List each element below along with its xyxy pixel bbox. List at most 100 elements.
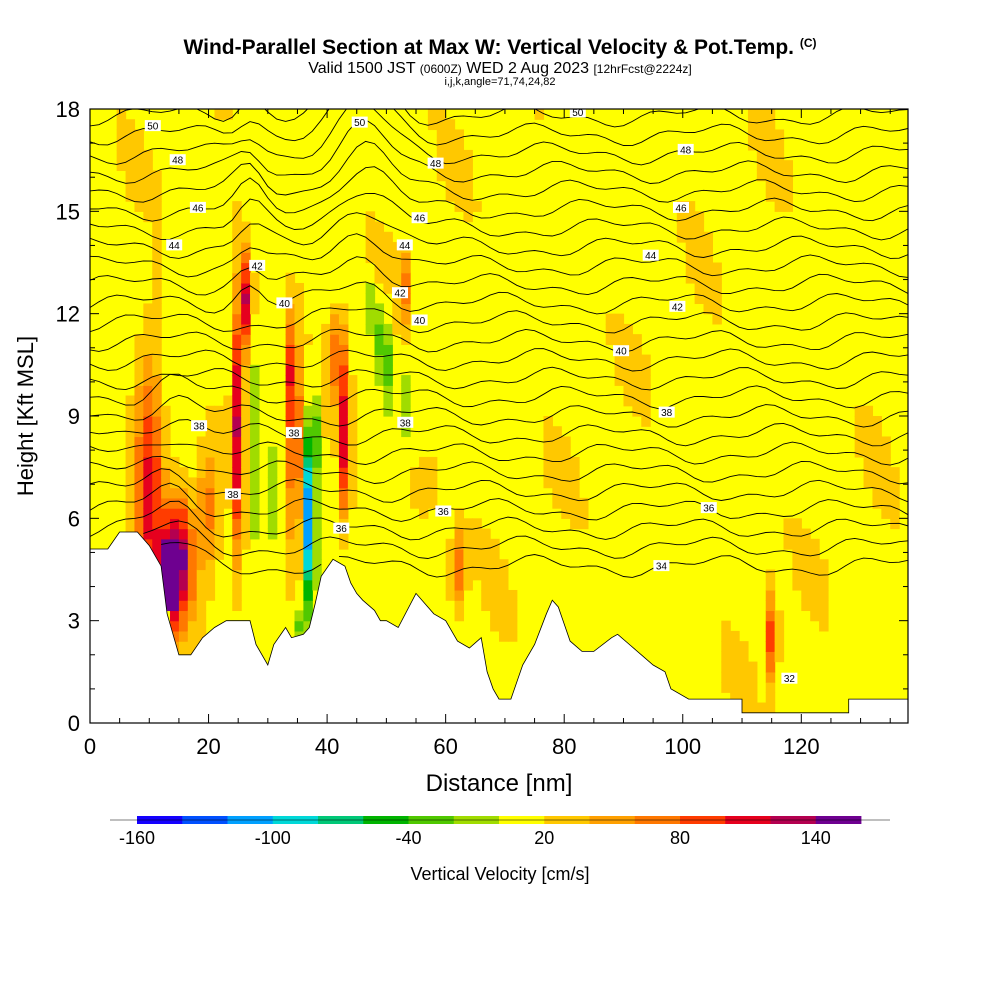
velocity-cell (250, 375, 260, 386)
velocity-cell (170, 559, 180, 571)
velocity-cell (178, 610, 189, 622)
velocity-cell (463, 211, 473, 223)
velocity-cell (223, 436, 233, 448)
velocity-cell (561, 467, 571, 478)
velocity-cell (294, 559, 304, 571)
velocity-cell (205, 579, 216, 591)
velocity-cell (454, 569, 465, 581)
x-tick-label: 80 (552, 734, 576, 759)
velocity-cell (241, 354, 251, 366)
velocity-cell (383, 231, 393, 243)
velocity-cell (303, 559, 313, 571)
velocity-cell (294, 334, 304, 345)
velocity-cell (810, 589, 820, 601)
velocity-cell (232, 426, 242, 438)
velocity-cell (187, 641, 198, 652)
velocity-cell (436, 129, 447, 141)
velocity-cell (285, 313, 296, 325)
velocity-cell (641, 375, 651, 386)
velocity-cell (143, 477, 153, 489)
velocity-cell (232, 416, 242, 427)
velocity-cell (178, 477, 189, 489)
velocity-cell (881, 508, 891, 519)
velocity-cell (463, 201, 473, 212)
velocity-cell (250, 456, 260, 468)
theta-label-text: 50 (572, 108, 584, 119)
velocity-cell (187, 477, 198, 489)
velocity-cell (250, 436, 260, 448)
velocity-cell (694, 242, 705, 253)
velocity-cell (801, 589, 811, 601)
velocity-cell (241, 293, 251, 305)
velocity-cell (125, 190, 136, 202)
velocity-cell (632, 344, 642, 356)
velocity-cell (685, 201, 696, 212)
velocity-cell (152, 497, 162, 509)
velocity-cell (152, 221, 162, 233)
theta-contour-line (90, 441, 908, 466)
theta-contour-line (143, 520, 908, 559)
velocity-cell (285, 334, 296, 345)
theta-label-text: 50 (147, 122, 159, 133)
theta-label-text: 42 (394, 289, 406, 300)
velocity-cell (401, 262, 411, 274)
velocity-cell (481, 589, 491, 601)
velocity-cell (347, 395, 358, 407)
velocity-cell (170, 497, 180, 509)
velocity-cell (134, 354, 144, 366)
velocity-cell (285, 467, 296, 478)
grid-params: i,j,k,angle=71,74,24,82 (444, 76, 556, 88)
velocity-cell (294, 528, 304, 540)
velocity-cell (854, 436, 865, 448)
velocity-cell (143, 323, 153, 335)
velocity-cell (872, 446, 882, 458)
velocity-cell (552, 487, 562, 499)
theta-label-text: 48 (680, 145, 692, 156)
velocity-cell (152, 364, 162, 376)
theta-label: 40 (276, 297, 293, 310)
velocity-cell (427, 487, 438, 499)
velocity-cell (152, 528, 162, 540)
velocity-cell (205, 559, 216, 571)
velocity-cell (374, 313, 385, 325)
y-axis-label: Height [Kft MSL] (13, 336, 38, 496)
theta-label: 46 (673, 201, 689, 214)
velocity-cell (152, 549, 162, 560)
velocity-cell (303, 600, 313, 612)
velocity-cell (152, 508, 162, 519)
velocity-cell (756, 160, 767, 171)
velocity-cell (303, 416, 313, 427)
velocity-cell (721, 630, 731, 642)
velocity-cell (703, 272, 713, 284)
velocity-cell (338, 334, 349, 345)
velocity-cell (623, 375, 633, 386)
velocity-cell (232, 231, 242, 243)
velocity-cell (214, 538, 224, 550)
velocity-cell (854, 446, 865, 458)
velocity-cell (125, 405, 136, 417)
velocity-cell (436, 149, 447, 161)
velocity-cell (490, 549, 500, 560)
velocity-cell (196, 620, 207, 632)
velocity-cell (205, 538, 216, 550)
velocity-cell (312, 395, 322, 407)
velocity-cell (152, 477, 162, 489)
velocity-cell (223, 109, 233, 120)
colorbar: -160 -100 -40 20 80 140 (110, 816, 890, 848)
velocity-cell (552, 426, 562, 438)
velocity-cell (685, 231, 696, 243)
velocity-cell (205, 518, 216, 530)
velocity-cell (178, 579, 189, 591)
velocity-cell (205, 467, 216, 478)
velocity-cell (756, 702, 767, 714)
velocity-cell (143, 180, 153, 192)
velocity-cell (294, 518, 304, 530)
velocity-cell (427, 497, 438, 509)
velocity-cell (552, 436, 562, 448)
velocity-cell (161, 589, 171, 601)
theta-contour-line (90, 109, 908, 128)
velocity-cell (365, 313, 376, 325)
velocity-cell (552, 446, 562, 458)
velocity-cell (490, 538, 500, 550)
velocity-cell (232, 456, 242, 468)
